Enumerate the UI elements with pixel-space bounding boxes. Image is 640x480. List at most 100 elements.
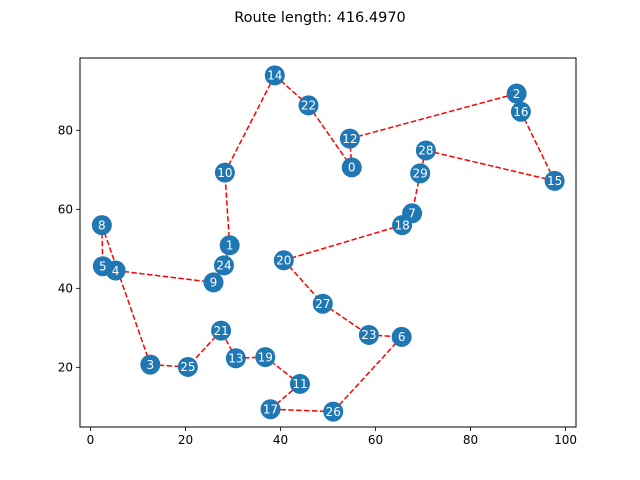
route-node: 26 <box>323 401 344 422</box>
route-node: 24 <box>213 255 234 276</box>
node-marker <box>273 250 294 271</box>
node-label: 16 <box>513 105 528 119</box>
node-marker <box>391 326 412 347</box>
node-marker <box>219 235 240 256</box>
node-label: 8 <box>98 218 106 232</box>
x-tick-label: 0 <box>87 433 95 447</box>
route-segment <box>349 92 517 140</box>
chart-title: Route length: 416.4970 <box>234 10 406 26</box>
node-marker <box>358 324 379 345</box>
route-node: 6 <box>391 326 412 347</box>
route-segment <box>115 269 214 284</box>
route-segment <box>307 104 353 168</box>
node-marker <box>323 401 344 422</box>
node-marker <box>255 347 276 368</box>
node-label: 1 <box>226 239 234 253</box>
node-label: 25 <box>180 360 195 374</box>
points-layer: 0123456789101112131415161718192021222324… <box>91 65 565 422</box>
route-segment <box>520 111 556 182</box>
node-marker <box>91 215 112 236</box>
node-marker <box>410 163 431 184</box>
node-marker <box>260 399 281 420</box>
node-label: 4 <box>112 264 120 278</box>
route-node: 13 <box>225 348 246 369</box>
node-marker <box>289 373 310 394</box>
node-marker <box>214 162 235 183</box>
node-label: 3 <box>146 358 154 372</box>
route-node: 11 <box>289 373 310 394</box>
x-tick-label: 100 <box>554 433 577 447</box>
node-label: 19 <box>258 350 273 364</box>
node-marker <box>415 140 436 161</box>
route-node: 23 <box>358 324 379 345</box>
route-node: 19 <box>255 347 276 368</box>
y-tick-label: 40 <box>58 282 73 296</box>
node-label: 10 <box>217 166 232 180</box>
node-marker <box>264 65 285 86</box>
route-node: 2 <box>506 83 527 104</box>
node-label: 6 <box>398 330 406 344</box>
node-label: 14 <box>267 69 282 83</box>
route-node: 8 <box>91 215 112 236</box>
node-marker <box>510 101 531 122</box>
node-marker <box>225 348 246 369</box>
node-label: 24 <box>216 259 231 273</box>
route-segment <box>150 363 188 368</box>
route-node: 16 <box>510 101 531 122</box>
node-label: 0 <box>348 161 356 175</box>
node-label: 23 <box>361 328 376 342</box>
node-label: 11 <box>292 377 307 391</box>
route-node: 17 <box>260 399 281 420</box>
node-marker <box>341 157 362 178</box>
y-axis: 20 40 60 80 <box>58 124 80 375</box>
route-node: 9 <box>203 272 224 293</box>
route-node: 27 <box>312 293 333 314</box>
x-tick-label: 20 <box>178 433 193 447</box>
route-node: 10 <box>214 162 235 183</box>
node-label: 13 <box>228 352 243 366</box>
node-label: 21 <box>213 324 228 338</box>
route-node: 5 <box>92 256 113 277</box>
node-label: 20 <box>276 254 291 268</box>
route-node: 0 <box>341 157 362 178</box>
node-label: 12 <box>342 132 357 146</box>
route-node: 25 <box>177 356 198 377</box>
node-marker <box>298 95 319 116</box>
route-segment <box>101 224 152 365</box>
node-marker <box>177 356 198 377</box>
node-label: 17 <box>263 403 278 417</box>
node-label: 26 <box>326 405 341 419</box>
node-marker <box>544 170 565 191</box>
y-tick-label: 20 <box>58 361 73 375</box>
node-marker <box>92 256 113 277</box>
route-node: 21 <box>211 320 232 341</box>
plot-frame <box>79 57 577 428</box>
route-node: 18 <box>392 215 413 236</box>
node-marker <box>213 255 234 276</box>
x-tick-label: 60 <box>368 433 383 447</box>
node-marker <box>140 354 161 375</box>
x-tick-label: 40 <box>273 433 288 447</box>
node-label: 18 <box>394 218 409 232</box>
node-label: 7 <box>408 207 416 221</box>
route-node: 12 <box>339 128 360 149</box>
node-label: 27 <box>315 297 330 311</box>
route-segment <box>270 408 334 413</box>
node-label: 29 <box>413 167 428 181</box>
route-node: 14 <box>264 65 285 86</box>
y-tick-label: 60 <box>58 203 73 217</box>
route-segment <box>224 172 231 246</box>
route-segment <box>224 75 276 173</box>
route-node: 28 <box>415 140 436 161</box>
node-marker <box>203 272 224 293</box>
node-marker <box>211 320 232 341</box>
node-marker <box>312 293 333 314</box>
node-label: 22 <box>301 99 316 113</box>
route-node: 1 <box>219 235 240 256</box>
x-axis: 0 20 40 60 80 100 <box>87 427 577 447</box>
node-label: 5 <box>99 260 107 274</box>
route-segment <box>283 224 403 261</box>
node-marker <box>392 215 413 236</box>
